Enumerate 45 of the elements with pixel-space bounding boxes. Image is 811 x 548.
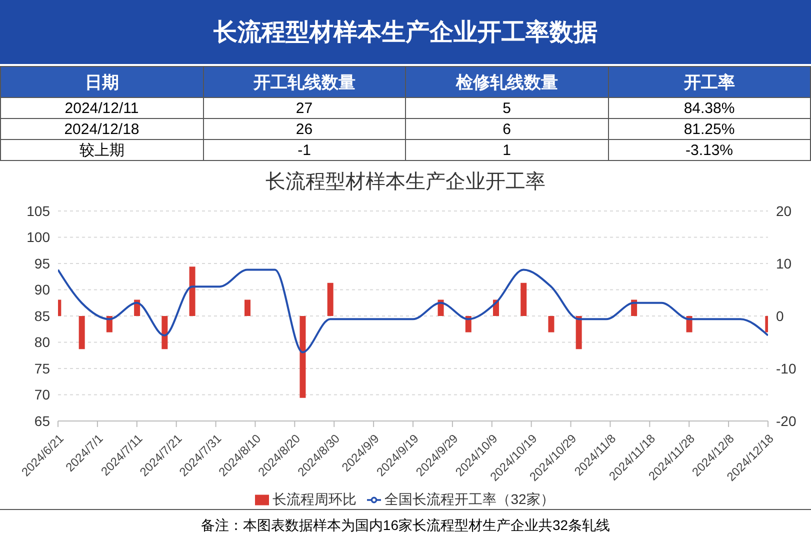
y-tick-label: 105 bbox=[26, 202, 50, 219]
y2-tick-label: -10 bbox=[776, 360, 796, 376]
data-label: 6 bbox=[406, 118, 608, 140]
bar bbox=[78, 316, 85, 350]
bar bbox=[327, 282, 334, 316]
line-series bbox=[58, 268, 768, 354]
bar bbox=[300, 316, 306, 398]
bar bbox=[189, 266, 196, 316]
category-label: 开工率 bbox=[608, 66, 810, 98]
data-label: 84.38% bbox=[608, 98, 810, 118]
text: 2024/12/18 bbox=[0, 118, 203, 140]
y-tick-label: 95 bbox=[34, 255, 50, 272]
y-tick-label: 85 bbox=[34, 308, 50, 324]
bar bbox=[244, 300, 250, 316]
y-tick-label: 70 bbox=[34, 386, 50, 403]
y-tick-label: 65 bbox=[34, 412, 50, 429]
text: 2024/12/11 bbox=[0, 98, 203, 118]
data-label: 5 bbox=[406, 98, 608, 118]
data-label: 27 bbox=[203, 98, 406, 118]
category-label: 检修轧线数量 bbox=[406, 66, 608, 98]
y2-tick-label: -20 bbox=[776, 412, 796, 429]
data-label: -1 bbox=[203, 140, 406, 160]
data-label: 26 bbox=[203, 118, 406, 140]
text: 备注：本图表数据样本为国内16家长流程型材生产企业共32条轧线 bbox=[0, 509, 811, 540]
data-label: 1 bbox=[406, 140, 608, 160]
category-label: 开工轧线数量 bbox=[203, 66, 406, 98]
bar bbox=[548, 316, 554, 332]
data-label: 81.25% bbox=[608, 118, 810, 140]
y2-tick-label: 0 bbox=[776, 308, 784, 324]
chart-title: 长流程型材样本生产企业开工率 bbox=[264, 170, 546, 195]
bar bbox=[576, 316, 582, 350]
y-tick-label: 100 bbox=[26, 229, 50, 246]
y2-tick-label: 10 bbox=[776, 255, 792, 272]
y-tick-label: 90 bbox=[34, 282, 50, 298]
text: 较上期 bbox=[0, 140, 203, 160]
y-tick-label: 75 bbox=[34, 360, 50, 376]
bar bbox=[520, 282, 527, 316]
legend-label: 长流程周环比 bbox=[272, 491, 357, 507]
text: 长流程型材样本生产企业开工率数据 bbox=[0, 0, 811, 66]
bar bbox=[162, 316, 168, 350]
data-label: -3.13% bbox=[608, 140, 810, 160]
text: 日期 bbox=[0, 66, 203, 98]
y-tick-label: 80 bbox=[34, 334, 50, 350]
legend-label: 全国长流程开工率（32家） bbox=[384, 491, 554, 507]
y2-tick-label: 20 bbox=[776, 202, 792, 219]
